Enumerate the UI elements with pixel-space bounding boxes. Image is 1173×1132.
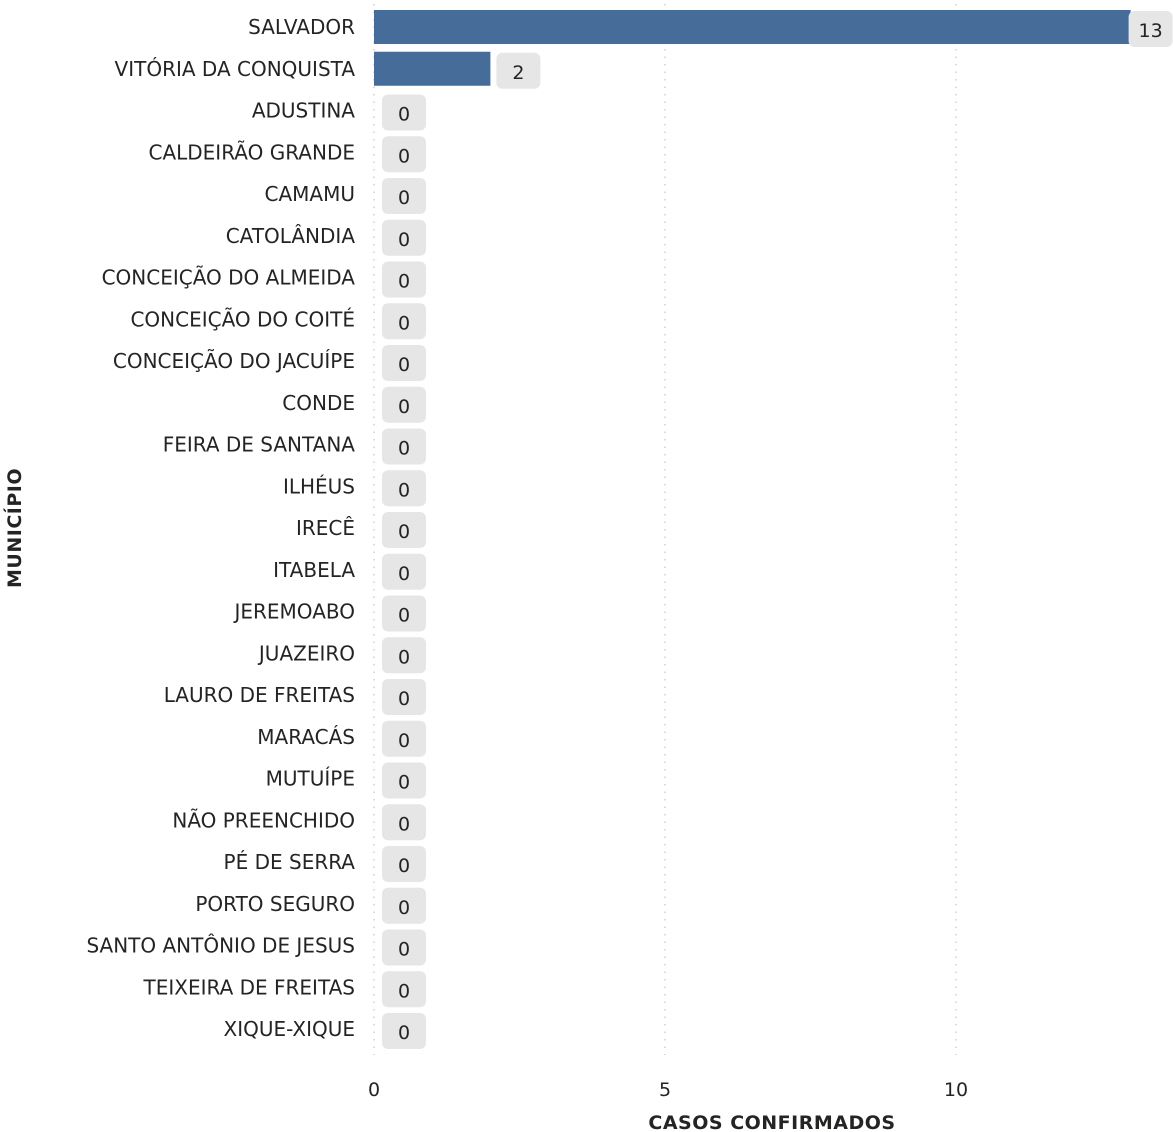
data-label-background	[382, 846, 426, 882]
category-label: CONCEIÇÃO DO JACUÍPE	[113, 349, 355, 373]
category-label: PORTO SEGURO	[195, 892, 355, 916]
data-label-background	[382, 386, 426, 423]
x-tick-labels: 0 5 10	[368, 1079, 968, 1101]
data-label: 0	[398, 271, 410, 293]
category-label: JUAZEIRO	[257, 641, 355, 665]
data-label-background	[382, 94, 426, 131]
category-label: CONCEIÇÃO DO ALMEIDA	[102, 266, 356, 290]
data-label: 0	[398, 1022, 410, 1044]
category-label: CONCEIÇÃO DO COITÉ	[130, 307, 355, 331]
grid-lines	[373, 4, 957, 1055]
bar[interactable]	[374, 10, 1131, 44]
data-label: 0	[398, 104, 410, 126]
category-label: ITABELA	[273, 558, 355, 582]
category-labels: SALVADOR VITÓRIA DA CONQUISTA ADUSTINA CALD…	[86, 15, 355, 1041]
data-label-background	[382, 261, 426, 298]
bar[interactable]	[374, 51, 491, 86]
data-label-background	[382, 553, 426, 590]
data-label: 13	[1139, 20, 1163, 42]
x-axis-title: CASOS CONFIRMADOS	[648, 1112, 895, 1132]
data-label-background	[382, 178, 426, 214]
category-label: ILHÉUS	[283, 474, 355, 498]
data-label: 0	[398, 688, 410, 710]
data-label-background	[382, 512, 426, 548]
x-tick-label: 10	[944, 1079, 968, 1101]
data-label: 0	[398, 354, 410, 376]
data-label: 0	[398, 772, 410, 794]
data-label: 0	[398, 605, 410, 627]
data-label-background	[382, 679, 426, 715]
data-label: 0	[398, 438, 410, 460]
x-tick-label: 5	[659, 1079, 671, 1101]
bars	[374, 10, 1131, 86]
data-label: 0	[398, 730, 410, 752]
data-label-background	[382, 428, 426, 465]
category-label: TEIXEIRA DE FREITAS	[143, 975, 355, 999]
category-label: FEIRA DE SANTANA	[163, 433, 356, 457]
data-label: 0	[398, 396, 410, 418]
data-label: 2	[512, 62, 524, 84]
data-label-background	[382, 345, 426, 381]
category-label: SALVADOR	[248, 15, 355, 39]
category-label: ADUSTINA	[252, 99, 355, 123]
data-label: 0	[398, 980, 410, 1002]
data-label: 0	[398, 145, 410, 167]
data-label-background	[382, 762, 426, 799]
data-label: 0	[398, 479, 410, 501]
data-label: 0	[398, 897, 410, 919]
category-label: XIQUE-XIQUE	[224, 1017, 355, 1041]
data-label-background	[382, 929, 426, 966]
data-label: 0	[398, 855, 410, 877]
data-label: 0	[398, 563, 410, 585]
category-label: LAURO DE FREITAS	[164, 683, 355, 707]
data-label-background	[382, 1013, 426, 1049]
category-label: JEREMOABO	[232, 600, 355, 624]
data-label-background	[382, 595, 426, 632]
data-label: 0	[398, 646, 410, 668]
data-label-background	[382, 303, 426, 340]
category-label: CATOLÂNDIA	[226, 224, 356, 248]
category-label: CALDEIRÃO GRANDE	[148, 140, 355, 164]
data-label: 0	[398, 312, 410, 334]
category-label: SANTO ANTÔNIO DE JESUS	[86, 934, 355, 958]
data-label: 0	[398, 939, 410, 961]
data-label-background	[1128, 11, 1173, 47]
y-axis-title: MUNICÍPIO	[3, 468, 26, 588]
category-label: PÉ DE SERRA	[224, 850, 356, 874]
data-label-background	[382, 136, 426, 173]
category-label: VITÓRIA DA CONQUISTA	[115, 57, 356, 81]
category-label: MARACÁS	[257, 725, 355, 749]
x-tick-label: 0	[368, 1079, 380, 1101]
data-label-background	[382, 887, 426, 924]
category-label: IRECÊ	[296, 516, 355, 540]
category-label: CAMAMU	[265, 182, 355, 206]
data-label-background	[382, 219, 426, 256]
category-label: MUTUÍPE	[266, 767, 355, 791]
data-label-background	[382, 637, 426, 674]
data-label-background	[382, 804, 426, 841]
data-labels: 13 2 0 0 0 0 0 0 0 0 0 0 0 0 0 0 0 0 0 0 0 0 0 0 0	[382, 11, 1173, 1049]
category-label: CONDE	[282, 391, 355, 415]
data-label: 0	[398, 187, 410, 209]
data-label-background	[382, 720, 426, 757]
data-label-background	[382, 470, 426, 507]
category-label: NÃO PREENCHIDO	[172, 808, 355, 832]
data-label-background	[382, 971, 426, 1008]
data-label: 0	[398, 813, 410, 835]
data-label: 0	[398, 521, 410, 543]
data-label: 0	[398, 229, 410, 251]
data-label-background	[496, 52, 541, 89]
